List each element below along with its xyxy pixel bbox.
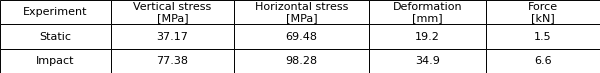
Text: 19.2: 19.2 — [415, 32, 440, 41]
Text: 1.5: 1.5 — [534, 32, 552, 41]
Bar — [486, 49, 600, 73]
Text: 69.48: 69.48 — [286, 32, 317, 41]
Bar — [111, 49, 234, 73]
Text: Impact: Impact — [36, 56, 75, 66]
Text: Deformation
[mm]: Deformation [mm] — [392, 2, 463, 23]
Text: 34.9: 34.9 — [415, 56, 440, 66]
Text: 6.6: 6.6 — [534, 56, 552, 66]
Bar — [0, 0, 111, 24]
Bar — [111, 0, 234, 24]
Bar — [234, 24, 369, 49]
Bar — [486, 24, 600, 49]
Text: Experiment: Experiment — [23, 7, 88, 17]
Text: 37.17: 37.17 — [157, 32, 188, 41]
Text: Static: Static — [40, 32, 71, 41]
Text: Force
[kN]: Force [kN] — [528, 2, 558, 23]
Bar — [0, 24, 111, 49]
Bar — [111, 24, 234, 49]
Bar — [234, 0, 369, 24]
Bar — [486, 0, 600, 24]
Bar — [369, 0, 486, 24]
Bar — [234, 49, 369, 73]
Bar — [0, 49, 111, 73]
Text: Horizontal stress
[MPa]: Horizontal stress [MPa] — [255, 2, 348, 23]
Bar — [369, 49, 486, 73]
Text: 98.28: 98.28 — [286, 56, 317, 66]
Text: 77.38: 77.38 — [157, 56, 188, 66]
Text: Vertical stress
[MPa]: Vertical stress [MPa] — [133, 2, 212, 23]
Bar — [369, 24, 486, 49]
